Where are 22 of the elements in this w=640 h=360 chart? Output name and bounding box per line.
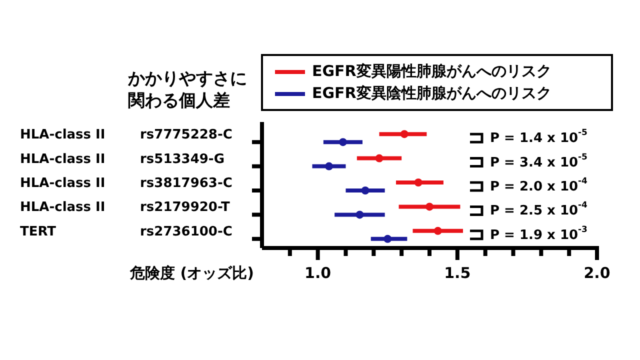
y-tick-label: rs513349-G xyxy=(140,152,224,167)
y-tick-label: rs7775228-C xyxy=(140,128,232,143)
y2-tick-label: HLA-class II xyxy=(20,128,106,143)
annotation: P = 2.5 x 10$^{-4}$ xyxy=(490,200,588,218)
annotation: P = 3.4 x 10$^{-5}$ xyxy=(490,152,588,170)
y-tick-label: rs3817963-C xyxy=(140,176,232,192)
y2-tick-label: TERT xyxy=(20,224,56,240)
x-tick-label: 2.0 xyxy=(584,264,610,282)
y2-tick-label: HLA-class II xyxy=(20,152,106,167)
y2-tick-label: HLA-class II xyxy=(20,176,106,192)
y-axis-title: かかりやすさに関わる個人差 xyxy=(127,69,247,111)
legend-label: EGFR変異陰性肺腺がんへのリスク xyxy=(312,84,552,102)
y-tick-label: rs2736100-C xyxy=(140,224,232,240)
x-axis-title: 危険度 (オッズ比) xyxy=(129,264,254,282)
x-tick-label: 1.0 xyxy=(304,264,332,282)
annotation: P = 1.4 x 10$^{-5}$ xyxy=(490,127,588,146)
annotation: P = 1.9 x 10$^{-3}$ xyxy=(490,224,588,242)
y-tick-label: rs2179920-T xyxy=(140,200,230,216)
legend-label: EGFR変異陽性肺腺がんへのリスク xyxy=(312,62,552,80)
annotation: P = 2.0 x 10$^{-4}$ xyxy=(490,176,588,194)
y2-tick-label: HLA-class II xyxy=(20,200,106,216)
x-tick-label: 1.5 xyxy=(444,264,471,282)
